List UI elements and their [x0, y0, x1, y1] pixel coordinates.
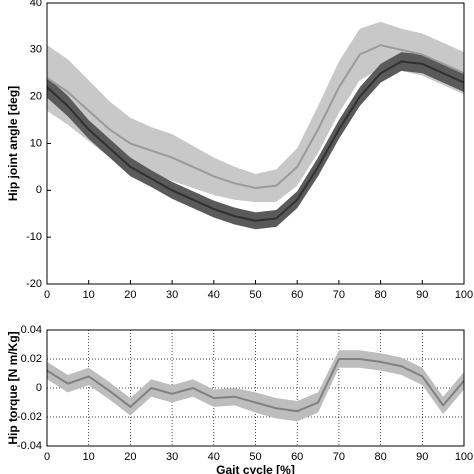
y-axis-label: Hip joint angle [deg] — [6, 86, 20, 201]
y-axis-label: Hip torque [N m/Kg] — [6, 331, 20, 444]
y-tick-label: -20 — [26, 278, 42, 290]
y-tick-label: 0.04 — [21, 324, 42, 336]
x-tick-label: 0 — [44, 451, 50, 463]
line — [47, 358, 464, 413]
y-tick-label: -0.04 — [17, 440, 42, 452]
y-tick-label: 0.02 — [21, 353, 42, 365]
x-tick-label: 30 — [166, 451, 178, 463]
x-tick-label: 50 — [249, 289, 261, 301]
x-tick-label: 20 — [124, 451, 136, 463]
x-tick-label: 40 — [208, 289, 220, 301]
y-tick-label: -0.02 — [17, 411, 42, 423]
x-tick-label: 60 — [291, 289, 303, 301]
y-tick-label: 20 — [30, 91, 42, 103]
x-tick-label: 60 — [291, 451, 303, 463]
y-tick-label: 30 — [30, 44, 42, 56]
x-tick-label: 20 — [124, 289, 136, 301]
axes-frame — [46, 329, 465, 447]
x-tick-label: 70 — [333, 451, 345, 463]
x-tick-label: 90 — [416, 289, 428, 301]
x-axis-label: Gait cycle [%] — [216, 463, 295, 474]
line — [47, 60, 464, 222]
y-tick-label: 0 — [36, 382, 42, 394]
x-tick-label: 30 — [166, 289, 178, 301]
x-tick-label: 10 — [83, 451, 95, 463]
x-tick-label: 100 — [455, 451, 473, 463]
line — [47, 44, 464, 189]
x-tick-label: 80 — [374, 451, 386, 463]
y-tick-label: 0 — [36, 184, 42, 196]
x-tick-label: 80 — [374, 289, 386, 301]
axes-frame — [46, 2, 465, 285]
x-tick-label: 90 — [416, 451, 428, 463]
band — [47, 21, 464, 203]
x-tick-label: 40 — [208, 451, 220, 463]
x-tick-label: 100 — [455, 289, 473, 301]
x-tick-label: 70 — [333, 289, 345, 301]
x-tick-label: 0 — [44, 289, 50, 301]
y-tick-label: 40 — [30, 0, 42, 9]
x-tick-label: 10 — [83, 289, 95, 301]
y-tick-label: 10 — [30, 137, 42, 149]
x-tick-label: 50 — [249, 451, 261, 463]
band — [47, 52, 464, 230]
band — [47, 350, 464, 422]
y-tick-label: -10 — [26, 231, 42, 243]
